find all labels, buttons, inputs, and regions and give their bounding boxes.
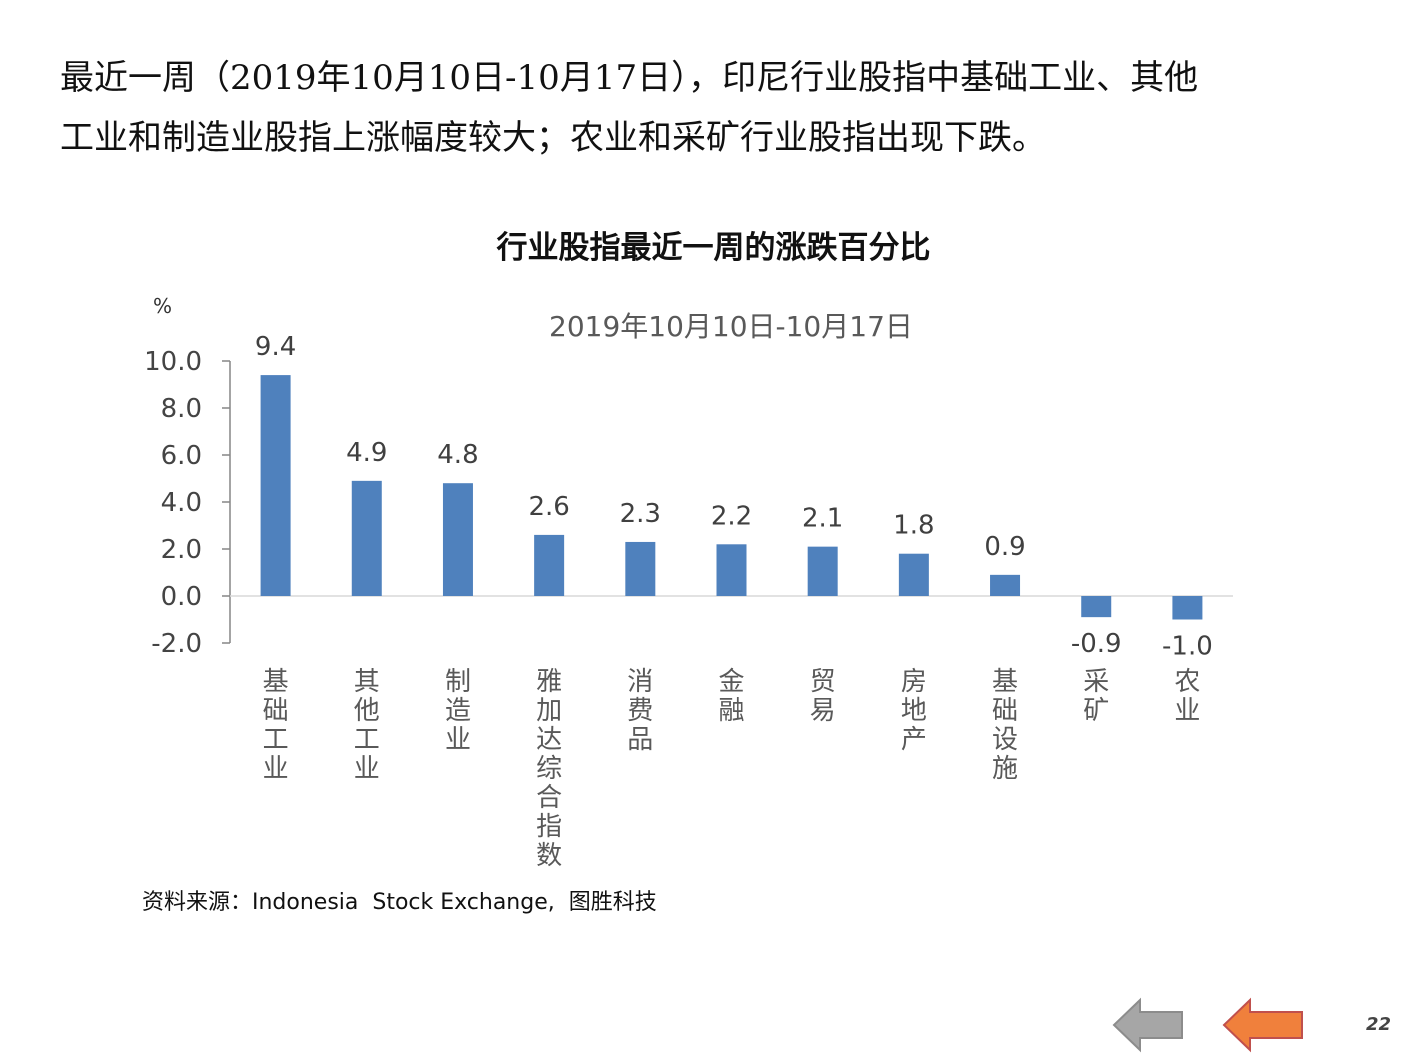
prev-slide-button[interactable] xyxy=(1112,997,1186,1053)
bar xyxy=(898,553,929,596)
x-tick-label: 基础工业 xyxy=(263,667,289,784)
x-tick-label: 农业 xyxy=(1174,667,1200,726)
data-label: -1.0 xyxy=(1162,632,1213,662)
bar xyxy=(1172,596,1203,620)
bar xyxy=(716,544,747,596)
bar xyxy=(807,546,838,596)
bar xyxy=(260,375,291,596)
x-tick-label: 贸易 xyxy=(810,667,836,726)
left-arrow-icon xyxy=(1222,997,1303,1053)
data-label: 9.4 xyxy=(255,332,296,362)
bar xyxy=(625,541,656,596)
y-axis-unit-label: % xyxy=(153,294,173,318)
y-tick-label: 10.0 xyxy=(144,347,202,377)
data-label: 4.9 xyxy=(346,438,387,468)
source-note: 资料来源：Indonesia Stock Exchange, 图胜科技 xyxy=(142,890,657,915)
chart-subtitle: 2019年10月10日-10月17日 xyxy=(549,310,913,343)
bar xyxy=(442,483,473,596)
left-arrow-icon xyxy=(1112,997,1183,1053)
bar xyxy=(990,574,1021,596)
x-tick-label: 消费品 xyxy=(627,667,653,755)
data-label: 1.8 xyxy=(893,511,934,541)
x-tick-label: 金融 xyxy=(718,667,744,726)
x-tick-label: 采矿 xyxy=(1083,667,1109,726)
data-label: 0.9 xyxy=(984,532,1025,562)
y-tick-label: 0.0 xyxy=(161,582,202,612)
intro-line-2: 工业和制造业股指上涨幅度较大；农业和采矿行业股指出现下跌。 xyxy=(60,118,1046,158)
data-label: -0.9 xyxy=(1071,629,1122,659)
y-tick-label: 6.0 xyxy=(161,441,202,471)
x-tick-label: 其他工业 xyxy=(354,667,380,784)
intro-line-1: 最近一周（2019年10月10日-10月17日），印尼行业股指中基础工业、其他 xyxy=(60,58,1199,98)
bar xyxy=(534,534,565,596)
x-tick-label: 雅加达综合指数 xyxy=(536,667,562,871)
y-tick-label: -2.0 xyxy=(151,629,202,659)
data-label: 2.6 xyxy=(528,492,569,522)
bar xyxy=(351,480,382,596)
data-label: 2.2 xyxy=(711,501,752,531)
chart-title: 行业股指最近一周的涨跌百分比 xyxy=(496,230,931,266)
y-tick-label: 4.0 xyxy=(161,488,202,518)
y-tick-label: 2.0 xyxy=(161,535,202,565)
intro-text: 最近一周（2019年10月10日-10月17日），印尼行业股指中基础工业、其他 … xyxy=(60,48,1380,168)
data-label: 2.1 xyxy=(802,504,843,534)
page-number: 22 xyxy=(1365,1014,1391,1035)
data-label: 2.3 xyxy=(620,499,661,529)
data-label: 4.8 xyxy=(437,440,478,470)
y-tick-label: 8.0 xyxy=(161,394,202,424)
x-tick-label: 基础设施 xyxy=(992,667,1018,784)
next-slide-button[interactable] xyxy=(1222,997,1306,1053)
x-tick-label: 房地产 xyxy=(901,667,927,755)
x-tick-label: 制造业 xyxy=(445,667,471,755)
bar xyxy=(1081,596,1112,618)
